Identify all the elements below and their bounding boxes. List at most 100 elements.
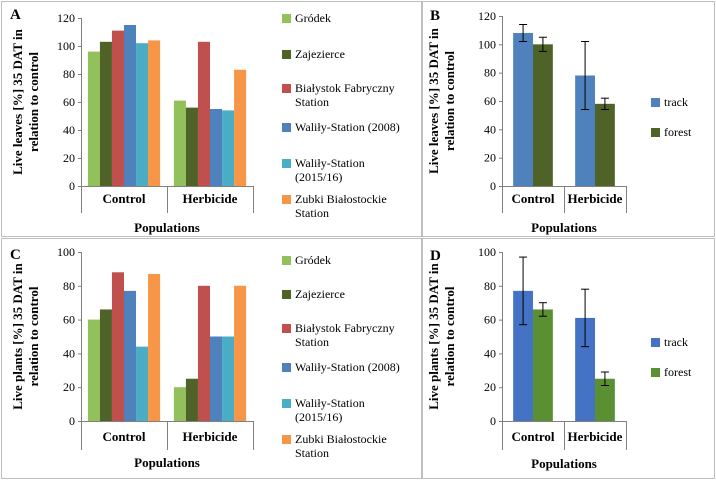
legend-swatch: [651, 338, 660, 347]
bar-wali-y-station-2015-16--herbicide: [222, 336, 235, 421]
legend-label: Station: [295, 335, 329, 349]
y-tick-label: 0: [69, 414, 75, 428]
bar-gr-dek-herbicide: [173, 387, 186, 421]
legend-swatch: [282, 159, 291, 168]
bar-wali-y-station-2008--control: [124, 290, 137, 421]
legend-swatch: [282, 195, 291, 204]
x-axis-title: Populations: [531, 456, 597, 471]
legend-label: (2015/16): [295, 410, 342, 424]
y-tick-label: 100: [57, 245, 75, 259]
y-tick-label: 20: [63, 380, 75, 394]
panel-b: B 0 20 40 60 80 100 120 Control Herbicide Populati…: [422, 1, 715, 237]
legend-swatch: [282, 84, 291, 93]
y-axis-title-line1: Live plants [%] 35 DAT in: [10, 262, 25, 409]
y-tick-label: 20: [484, 380, 496, 394]
legend-swatch: [282, 324, 291, 333]
bar-gr-dek-herbicide: [173, 100, 186, 186]
x-axis-title: Populations: [531, 220, 597, 235]
legend-label: track: [664, 335, 688, 349]
bar-gr-dek-control: [87, 319, 100, 421]
panel-c: C 0 20 40 60 80 100 Control Herbicide Populations…: [1, 238, 422, 479]
x-category-label-herbicide: Herbicide: [568, 429, 623, 444]
bar-bia-ystok-fabryczny-station-herbicide: [197, 285, 210, 421]
legend-swatch: [651, 368, 660, 377]
y-axis-title-line2: relation to control: [442, 286, 457, 386]
panel-letter: D: [430, 248, 441, 264]
x-category-label-herbicide: Herbicide: [183, 429, 238, 444]
legend-swatch: [282, 123, 291, 132]
y-tick-label: 40: [63, 346, 75, 360]
y-axis-title-line1: Live leaves [%] 35 DAT in: [426, 27, 441, 174]
legend-label: Gródek: [295, 11, 331, 25]
legend-swatch: [282, 290, 291, 299]
y-tick-label: 0: [69, 179, 75, 193]
legend-label: (2015/16): [295, 170, 342, 184]
legend-label: Zubki Białostockie: [295, 192, 387, 206]
y-tick-label: 0: [490, 179, 496, 193]
y-tick-label: 100: [478, 37, 496, 51]
bar-track-control: [513, 33, 533, 186]
panel-border: [1, 238, 422, 479]
bar-forest-control: [533, 309, 553, 421]
legend: track forest: [651, 335, 692, 379]
legend-label: Białystok Fabryczny: [295, 321, 395, 335]
legend: track forest: [651, 95, 692, 139]
y-tick-label: 80: [63, 279, 75, 293]
legend-label: Zubki Białostockie: [295, 432, 387, 446]
bar-zajezierce-herbicide: [185, 107, 198, 186]
bar-wali-y-station-2015-16--herbicide: [222, 110, 235, 186]
bar-forest-herbicide: [595, 378, 615, 421]
panel-border: [422, 1, 715, 237]
panel-border: [422, 238, 715, 479]
bar-track-herbicide: [575, 317, 595, 421]
y-axis-title-line2: relation to control: [26, 286, 41, 386]
bar-track-herbicide: [575, 75, 595, 186]
legend-label: Białystok Fabryczny: [295, 81, 395, 95]
y-tick-label: 80: [63, 67, 75, 81]
y-axis-title-line2: relation to control: [26, 52, 41, 152]
panel-d: D 0 20 40 60 80 100 Control Herbicide Populations…: [422, 238, 715, 479]
x-category-label-herbicide: Herbicide: [568, 191, 623, 206]
y-tick-label: 120: [478, 9, 496, 23]
y-tick-label: 40: [63, 123, 75, 137]
bar-wali-y-station-2008--herbicide: [210, 336, 223, 421]
legend-label: Waliły-Station (2008): [295, 360, 400, 374]
bar-wali-y-station-2008--herbicide: [210, 109, 223, 186]
y-tick-label: 60: [63, 95, 75, 109]
bar-zubki-bia-ostockie-station-herbicide: [234, 285, 247, 421]
x-category-label-control: Control: [511, 191, 554, 206]
bar-zubki-bia-ostockie-station-control: [148, 273, 161, 421]
bar-wali-y-station-2015-16--control: [136, 43, 149, 187]
y-axis-title-line1: Live leaves [%] 35 DAT in: [10, 28, 25, 175]
legend-swatch: [282, 399, 291, 408]
legend-label: forest: [664, 365, 692, 379]
panel-letter: C: [10, 247, 21, 263]
y-tick-label: 60: [484, 313, 496, 327]
legend-label: Station: [295, 95, 329, 109]
y-tick-label: 40: [484, 346, 496, 360]
bar-bia-ystok-fabryczny-station-control: [111, 272, 124, 421]
bar-zubki-bia-ostockie-station-control: [148, 40, 161, 187]
legend-swatch: [282, 256, 291, 265]
y-tick-label: 20: [63, 151, 75, 165]
bar-zajezierce-control: [99, 309, 112, 421]
legend-swatch: [282, 435, 291, 444]
y-tick-label: 20: [484, 151, 496, 165]
x-category-label-control: Control: [102, 191, 145, 206]
legend-label: Waliły-Station (2008): [295, 120, 400, 134]
legend-label: track: [664, 95, 688, 109]
y-tick-label: 80: [484, 279, 496, 293]
bar-zajezierce-herbicide: [185, 378, 198, 421]
panel-letter: B: [430, 8, 440, 24]
legend-swatch: [282, 363, 291, 372]
x-axis-title: Populations: [134, 455, 200, 470]
y-axis-title-line1: Live plants [%] 35 DAT in: [426, 262, 441, 409]
y-tick-label: 40: [484, 122, 496, 136]
legend-label: Zajezierce: [295, 287, 345, 301]
y-tick-label: 80: [484, 66, 496, 80]
y-tick-label: 60: [484, 94, 496, 108]
legend-label: forest: [664, 125, 692, 139]
